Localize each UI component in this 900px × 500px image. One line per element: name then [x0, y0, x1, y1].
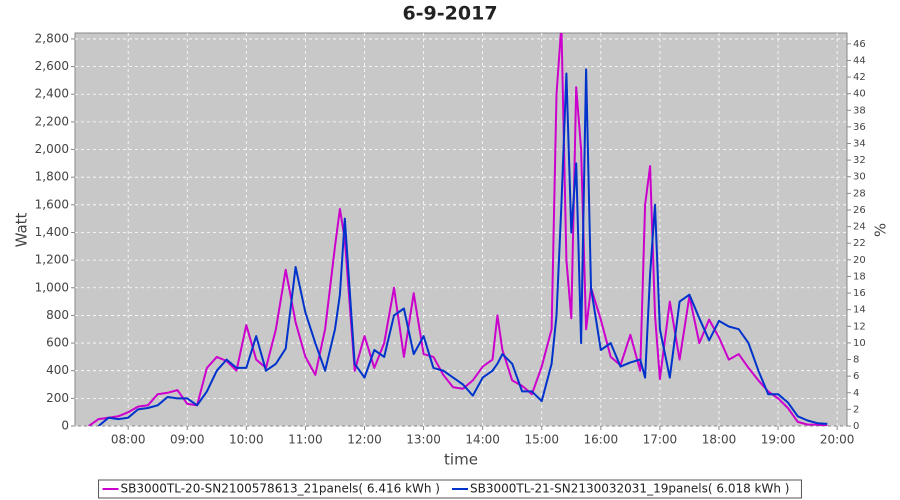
grid: 02004006008001,0001,2001,4001,6001,8002,… — [35, 31, 866, 446]
x-tick-label: 13:00 — [406, 433, 441, 447]
y2-tick-label: 8 — [853, 355, 859, 366]
y-tick-label: 2,800 — [35, 31, 69, 45]
x-tick-label: 12:00 — [347, 433, 382, 447]
y-tick-label: 600 — [46, 336, 69, 350]
y-tick-label: 2,600 — [35, 59, 69, 73]
y2-tick-label: 36 — [853, 122, 866, 133]
x-tick-label: 16:00 — [584, 433, 619, 447]
y2-tick-label: 22 — [853, 238, 866, 249]
legend-label: SB3000TL-21-SN2130032031_19panels( 6.018… — [470, 482, 789, 496]
plot-area — [74, 32, 848, 427]
y2-tick-label: 20 — [853, 255, 866, 266]
y2-tick-label: 4 — [853, 388, 859, 399]
y2-tick-label: 16 — [853, 288, 866, 299]
y-tick-label: 2,400 — [35, 87, 69, 101]
y-tick-label: 1,800 — [35, 170, 69, 184]
y-tick-label: 1,200 — [35, 253, 69, 267]
y2-tick-label: 26 — [853, 205, 866, 216]
y2-tick-label: 38 — [853, 105, 866, 116]
y-tick-label: 1,000 — [35, 280, 69, 294]
y-tick-label: 1,600 — [35, 197, 69, 211]
legend-label: SB3000TL-20-SN2100578613_21panels( 6.416… — [121, 482, 440, 496]
y-tick-label: 2,000 — [35, 142, 69, 156]
y2-tick-label: 42 — [853, 72, 866, 83]
series-line — [97, 68, 828, 426]
x-tick-label: 08:00 — [111, 433, 146, 447]
x-axis-label: time — [444, 451, 478, 469]
y-axis-label: Watt — [13, 212, 31, 247]
y2-tick-label: 18 — [853, 271, 866, 282]
y2-tick-label: 46 — [853, 39, 866, 50]
legend-box — [98, 479, 802, 499]
x-tick-label: 20:00 — [820, 433, 855, 447]
y2-tick-label: 6 — [853, 371, 859, 382]
y2-tick-label: 30 — [853, 172, 866, 183]
y2-tick-label: 14 — [853, 305, 866, 316]
y-tick-label: 0 — [61, 419, 69, 433]
x-tick-label: 11:00 — [288, 433, 323, 447]
x-tick-label: 14:00 — [465, 433, 500, 447]
y2-tick-label: 34 — [853, 139, 866, 150]
y-tick-label: 200 — [46, 391, 69, 405]
y-tick-label: 400 — [46, 363, 69, 377]
x-tick-label: 19:00 — [761, 433, 796, 447]
y-tick-label: 1,400 — [35, 225, 69, 239]
legend: SB3000TL-20-SN2100578613_21panels( 6.416… — [98, 479, 802, 499]
y2-tick-label: 10 — [853, 338, 866, 349]
lines — [88, 33, 828, 426]
x-tick-label: 18:00 — [702, 433, 737, 447]
x-tick-label: 15:00 — [524, 433, 559, 447]
x-tick-label: 09:00 — [170, 433, 205, 447]
x-tick-label: 10:00 — [229, 433, 264, 447]
chart-title: 6-9-2017 — [402, 3, 497, 25]
y2-tick-label: 24 — [853, 222, 866, 233]
y-tick-label: 2,200 — [35, 114, 69, 128]
y2-tick-label: 2 — [853, 404, 859, 415]
y2-tick-label: 12 — [853, 321, 866, 332]
y2-tick-label: 40 — [853, 89, 866, 100]
y2-axis-label: % — [872, 223, 890, 237]
y2-tick-label: 32 — [853, 155, 866, 166]
y2-tick-label: 44 — [853, 55, 866, 66]
y2-tick-label: 28 — [853, 188, 866, 199]
x-tick-label: 17:00 — [643, 433, 678, 447]
y-tick-label: 800 — [46, 308, 69, 322]
y2-tick-label: 0 — [853, 421, 859, 432]
